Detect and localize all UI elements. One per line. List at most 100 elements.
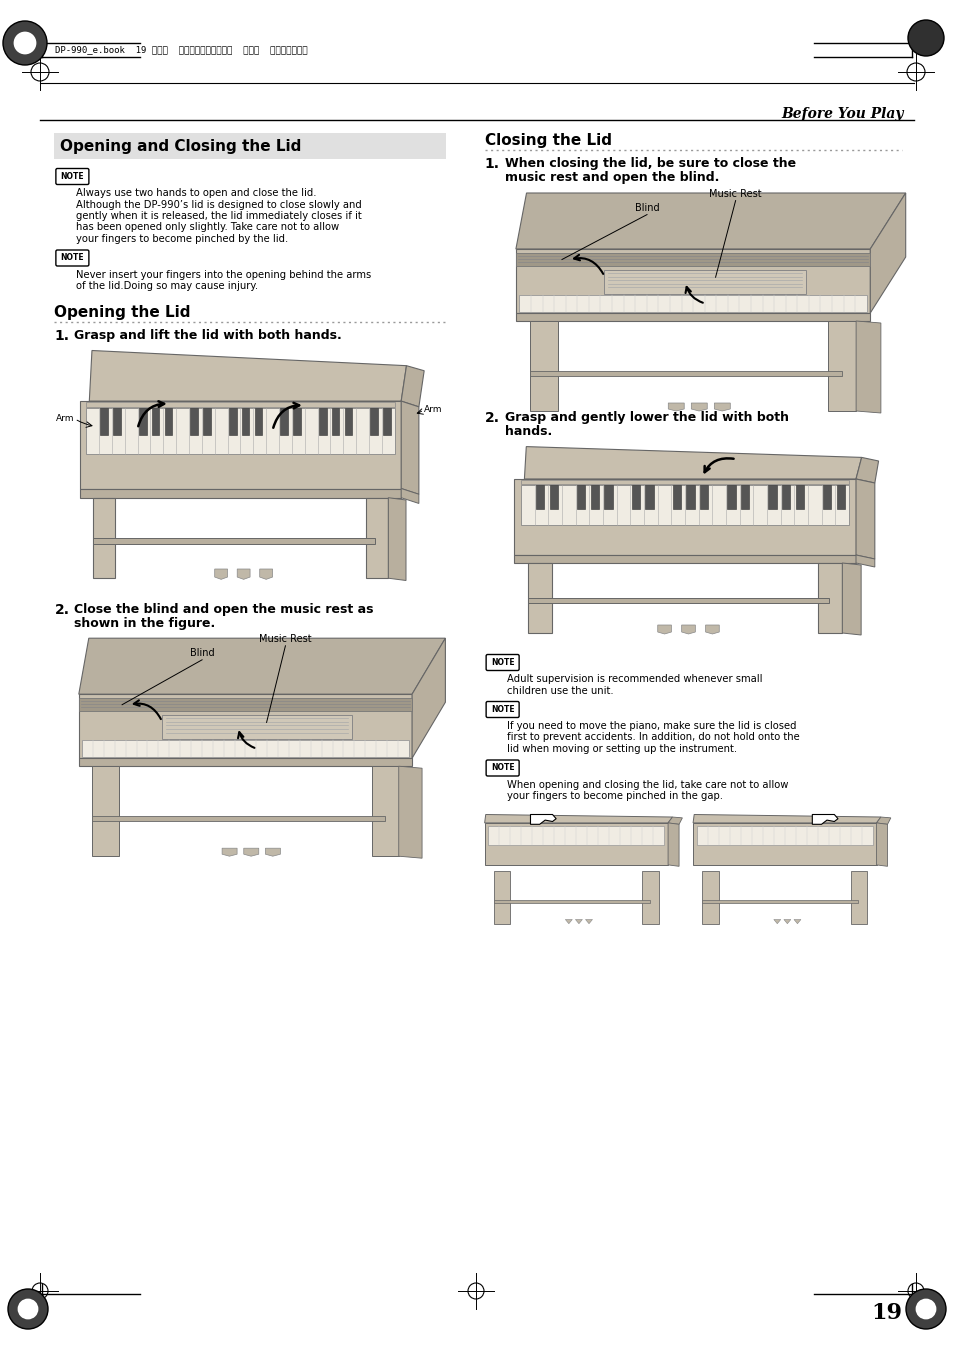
Text: lid when moving or setting up the instrument.: lid when moving or setting up the instru… bbox=[506, 744, 736, 754]
Bar bbox=[631, 485, 639, 509]
Circle shape bbox=[15, 32, 35, 53]
Bar bbox=[590, 485, 598, 509]
FancyBboxPatch shape bbox=[486, 654, 518, 670]
Bar bbox=[494, 900, 649, 902]
Text: gently when it is released, the lid immediately closes if it: gently when it is released, the lid imme… bbox=[76, 211, 362, 222]
Bar bbox=[641, 870, 659, 924]
Text: 2.: 2. bbox=[484, 411, 499, 426]
Bar bbox=[293, 408, 300, 435]
Polygon shape bbox=[79, 698, 412, 711]
Bar bbox=[850, 870, 866, 924]
Polygon shape bbox=[516, 249, 869, 313]
Bar bbox=[241, 408, 249, 435]
Polygon shape bbox=[79, 694, 412, 758]
Bar bbox=[527, 563, 551, 634]
Bar bbox=[645, 485, 653, 509]
Polygon shape bbox=[793, 920, 801, 924]
Text: NOTE: NOTE bbox=[490, 658, 514, 667]
Polygon shape bbox=[876, 823, 886, 866]
Polygon shape bbox=[876, 817, 890, 824]
Text: Before You Play: Before You Play bbox=[781, 107, 903, 122]
Bar bbox=[332, 408, 339, 435]
FancyBboxPatch shape bbox=[486, 701, 518, 717]
Bar bbox=[604, 485, 612, 509]
Bar bbox=[672, 485, 680, 509]
Bar bbox=[100, 408, 108, 435]
Text: NOTE: NOTE bbox=[60, 254, 84, 262]
Polygon shape bbox=[811, 815, 837, 824]
Polygon shape bbox=[575, 920, 581, 924]
Text: shown in the figure.: shown in the figure. bbox=[74, 617, 215, 630]
Bar bbox=[92, 766, 119, 857]
Bar bbox=[514, 480, 855, 555]
Polygon shape bbox=[585, 920, 592, 924]
Text: NOTE: NOTE bbox=[490, 763, 514, 773]
Polygon shape bbox=[667, 817, 681, 824]
Bar bbox=[494, 870, 510, 924]
Bar bbox=[139, 408, 147, 435]
Polygon shape bbox=[90, 350, 406, 401]
Polygon shape bbox=[692, 815, 880, 823]
Text: Although the DP-990’s lid is designed to close slowly and: Although the DP-990’s lid is designed to… bbox=[76, 200, 362, 209]
Polygon shape bbox=[388, 497, 406, 581]
Polygon shape bbox=[162, 715, 352, 739]
Polygon shape bbox=[855, 480, 874, 559]
Bar bbox=[254, 408, 262, 435]
Text: Adult supervision is recommended whenever small: Adult supervision is recommended wheneve… bbox=[506, 674, 761, 684]
Polygon shape bbox=[705, 626, 719, 634]
Bar bbox=[79, 758, 412, 766]
Polygon shape bbox=[222, 848, 237, 857]
Text: Blind: Blind bbox=[634, 203, 659, 212]
Polygon shape bbox=[398, 766, 421, 858]
Text: Never insert your fingers into the opening behind the arms: Never insert your fingers into the openi… bbox=[76, 269, 372, 280]
Bar bbox=[113, 408, 121, 435]
FancyBboxPatch shape bbox=[56, 250, 89, 266]
Bar bbox=[82, 740, 408, 757]
Text: 2.: 2. bbox=[54, 603, 70, 617]
Bar bbox=[700, 485, 707, 509]
Bar bbox=[80, 489, 401, 497]
Bar bbox=[92, 497, 115, 578]
Bar bbox=[768, 485, 776, 509]
Bar bbox=[518, 295, 866, 312]
Bar bbox=[795, 485, 803, 509]
Text: hands.: hands. bbox=[504, 426, 551, 438]
Polygon shape bbox=[841, 563, 861, 635]
Text: Arm: Arm bbox=[56, 415, 74, 423]
Polygon shape bbox=[869, 193, 904, 313]
Text: has been opened only slightly. Take care not to allow: has been opened only slightly. Take care… bbox=[76, 223, 339, 232]
Text: If you need to move the piano, make sure the lid is closed: If you need to move the piano, make sure… bbox=[506, 721, 796, 731]
Polygon shape bbox=[259, 569, 273, 580]
Bar bbox=[229, 408, 236, 435]
Polygon shape bbox=[401, 366, 424, 407]
Bar bbox=[836, 485, 844, 509]
Text: Opening and Closing the Lid: Opening and Closing the Lid bbox=[60, 139, 301, 154]
Text: Grasp and lift the lid with both hands.: Grasp and lift the lid with both hands. bbox=[74, 328, 342, 342]
Circle shape bbox=[905, 1289, 945, 1329]
Bar bbox=[86, 408, 395, 454]
Bar bbox=[190, 408, 198, 435]
Bar bbox=[577, 485, 584, 509]
Bar bbox=[696, 827, 872, 846]
Text: 1.: 1. bbox=[54, 328, 70, 343]
Polygon shape bbox=[412, 638, 445, 758]
Polygon shape bbox=[783, 920, 790, 924]
Text: music rest and open the blind.: music rest and open the blind. bbox=[504, 172, 719, 184]
Polygon shape bbox=[265, 848, 280, 857]
Text: Music Rest: Music Rest bbox=[708, 189, 761, 199]
Bar bbox=[164, 408, 172, 435]
Polygon shape bbox=[79, 638, 445, 694]
Bar bbox=[372, 766, 398, 857]
Bar bbox=[549, 485, 558, 509]
Bar bbox=[203, 408, 211, 435]
Polygon shape bbox=[657, 626, 671, 634]
Polygon shape bbox=[244, 848, 258, 857]
Text: Closing the Lid: Closing the Lid bbox=[484, 132, 611, 149]
Text: first to prevent accidents. In addition, do not hold onto the: first to prevent accidents. In addition,… bbox=[506, 732, 799, 743]
Circle shape bbox=[19, 1300, 37, 1319]
Bar bbox=[818, 563, 841, 634]
Bar bbox=[280, 408, 288, 435]
Bar bbox=[520, 485, 848, 524]
Circle shape bbox=[907, 20, 943, 55]
Bar bbox=[536, 485, 543, 509]
